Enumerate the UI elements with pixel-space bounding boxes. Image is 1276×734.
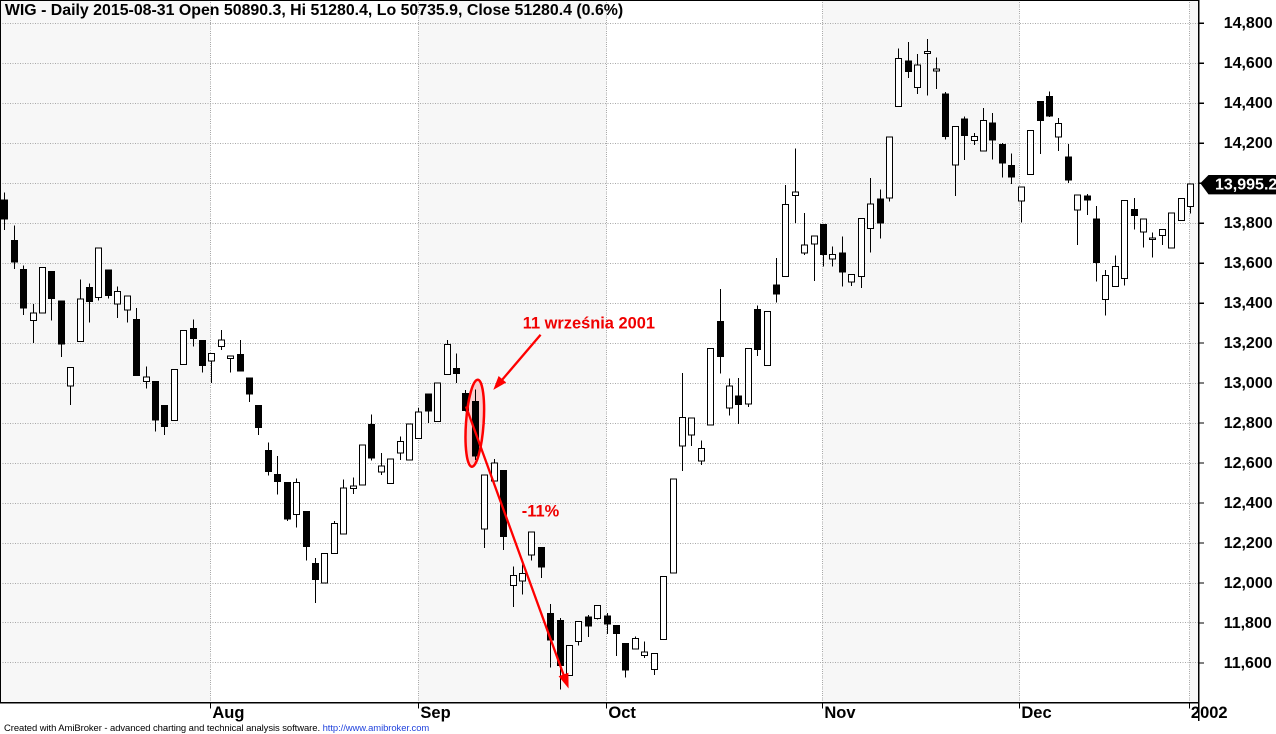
svg-text:11,600: 11,600 [1224, 655, 1272, 672]
svg-text:WIG - Daily 2015-08-31 Open 50: WIG - Daily 2015-08-31 Open 50890.3, Hi … [5, 2, 623, 19]
svg-text:Sep: Sep [420, 704, 450, 722]
svg-text:12,000: 12,000 [1224, 575, 1273, 592]
svg-text:Created with AmiBroker - advan: Created with AmiBroker - advanced charti… [4, 723, 429, 734]
svg-text:13,000: 13,000 [1224, 375, 1273, 392]
svg-text:12,200: 12,200 [1224, 535, 1273, 552]
svg-text:2002: 2002 [1191, 704, 1228, 722]
svg-text:14,800: 14,800 [1224, 15, 1273, 32]
svg-text:Nov: Nov [824, 704, 856, 722]
svg-text:13,800: 13,800 [1224, 215, 1273, 232]
svg-text:13,200: 13,200 [1224, 335, 1273, 352]
svg-text:-11%: -11% [522, 503, 560, 521]
svg-text:Dec: Dec [1021, 704, 1051, 722]
svg-text:11,800: 11,800 [1224, 615, 1272, 632]
svg-text:12,600: 12,600 [1224, 455, 1273, 472]
svg-text:Oct: Oct [608, 704, 636, 722]
svg-text:14,600: 14,600 [1224, 55, 1273, 72]
svg-text:14,200: 14,200 [1224, 135, 1273, 152]
svg-text:Aug: Aug [212, 704, 244, 722]
svg-text:13,600: 13,600 [1224, 255, 1273, 272]
svg-text:11 września 2001: 11 września 2001 [523, 315, 655, 333]
svg-text:13,995.2: 13,995.2 [1215, 176, 1276, 193]
svg-text:12,400: 12,400 [1224, 495, 1273, 512]
svg-text:12,800: 12,800 [1224, 415, 1273, 432]
svg-text:13,400: 13,400 [1224, 295, 1273, 312]
svg-text:14,400: 14,400 [1224, 95, 1273, 112]
